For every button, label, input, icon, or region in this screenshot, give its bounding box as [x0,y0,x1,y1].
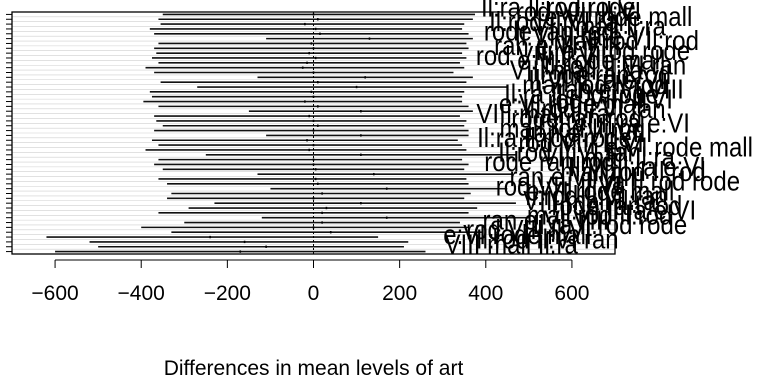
interval-bars [46,13,529,253]
comparison-label: Il:rod Il:VI ran [498,138,641,168]
comparison-label: VIII mall Il:ra [542,143,676,173]
comparison-label: Il:rod Il:VI ran [476,225,619,255]
comparison-label: rode ran rod [484,148,615,178]
comparison-label: ran e:VI VIII [557,75,684,105]
comparison-label: mall rod Il:rod [554,27,699,57]
comparison-label: e:VI rode mall [526,177,674,207]
x-tick-label: 400 [468,282,503,305]
comparison-label: e:VI rode mall [443,220,591,250]
comparison-label: VIII mall Il:ra [476,99,610,129]
comparison-label: Il:VI Il:ra e:VI [514,22,651,52]
comparison-label: e:VI rode mall [544,3,692,33]
comparison-label: Il:VI Il:ra e:VI [553,109,690,139]
comparison-label: e:VI rode mall [605,133,753,163]
comparison-label: mall rod Il:rod [560,157,705,187]
y-ticks [6,13,12,253]
comparison-label: Il:rod Il:VI ran [525,182,668,212]
comparison-label: VIII mall Il:ra [444,230,578,260]
comparison-label: rode ran rod [552,191,683,221]
comparison-label: Il:ra Il:rod rode [585,167,740,197]
x-tick-label: −600 [31,282,78,305]
x-tick-label: 600 [554,282,589,305]
comparison-label: ran e:VI VIII [483,206,610,236]
comparison-label: Il:rod Il:VI ran [523,95,666,125]
comparison-label: VIII mall Il:ra [523,186,657,216]
x-tick-label: 0 [308,282,320,305]
comparison-label: rod VIII Il:VI [518,128,643,158]
comparison-label: Il:VI Il:ra e:VI [569,153,706,183]
comparison-label: VIII mall Il:ra [510,56,644,86]
comparison-label: rode ran rod [484,17,615,47]
comparison-label: e:VI rode mall [499,90,647,120]
x-axis: −600 −400 −200 0 200 400 600 [31,259,589,305]
comparison-label: ran e:VI VIII [526,119,653,149]
comparison-label: Il:VI Il:ra e:VI [528,65,665,95]
x-tick-label: −200 [204,282,251,305]
comparison-label: e:VI rode mall [517,46,665,76]
comparison-label: rode ran rod [540,61,671,91]
x-tick-label: −400 [118,282,165,305]
comparison-label: Il:ra Il:rod rode [532,211,687,241]
comparison-label: mall rod Il:rod [500,114,645,144]
comparison-label: rod VIII Il:VI [496,172,621,202]
comparison-label: rod VIII Il:VI [476,41,601,71]
comparison-label: Il:VI Il:ra e:VI [559,196,696,226]
comparison-label: Il:ra Il:rod rode [535,36,690,66]
comparison-label: Il:ra Il:rod rode [504,80,659,110]
x-axis-title: Differences in mean levels of art [164,357,464,380]
comparison-label: VIII mall Il:ra [533,12,667,42]
comparison-label: rode ran rod [511,104,642,134]
plot-frame [11,11,616,255]
comparison-label: ran e:VI VIII [494,32,621,62]
comparison-label: rod VIII Il:VI [548,85,673,115]
comparison-label: rod VIII Il:VI [466,216,591,246]
comparison-label: mall rod Il:rod [522,70,667,100]
comparison-label: mall rod Il:rod [527,201,672,231]
x-tick-label: 200 [382,282,417,305]
comparison-label: rod VIII Il:VI [516,0,641,28]
comparison-label: Il:ra Il:rod rode [477,124,632,154]
